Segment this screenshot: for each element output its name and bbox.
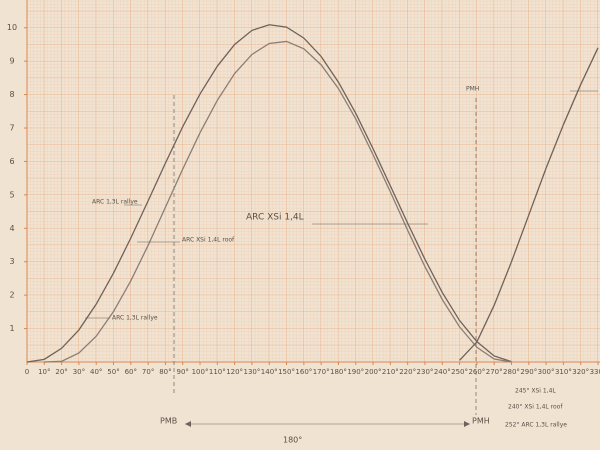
- x-tick-label: 50°: [107, 368, 119, 376]
- x-tick-label: 250°: [451, 368, 468, 376]
- x-tick-label: 120°: [226, 368, 243, 376]
- y-tick-label: 7: [9, 124, 14, 133]
- x-tick-label: 260°: [468, 368, 485, 376]
- annotation: PMB: [160, 417, 177, 426]
- x-tick-label: 0: [25, 368, 29, 376]
- x-tick-label: 300°: [538, 368, 555, 376]
- y-tick-label: 10: [7, 23, 17, 32]
- y-tick-label: 6: [9, 157, 14, 166]
- x-tick-label: 320°: [572, 368, 589, 376]
- annotation: ARC XSi 1,4L: [246, 213, 304, 223]
- y-tick-label: 5: [9, 190, 14, 199]
- annotation: ARC XSi 1,4L roof: [182, 237, 235, 244]
- x-tick-label: 210°: [382, 368, 399, 376]
- x-tick-label: 220°: [399, 368, 416, 376]
- annotation: 245° XSi 1,4L: [515, 388, 556, 395]
- x-tick-label: 150°: [278, 368, 295, 376]
- x-tick-label: 240°: [434, 368, 451, 376]
- y-tick-label: 1: [9, 324, 14, 333]
- x-tick-label: 170°: [313, 368, 330, 376]
- y-tick-label: 2: [9, 291, 14, 300]
- annotation: 252° ARC 1,3L rallye: [505, 422, 567, 429]
- annotation: PMH: [466, 86, 479, 93]
- x-tick-label: 110°: [209, 368, 226, 376]
- x-tick-label: 200°: [365, 368, 382, 376]
- y-tick-label: 8: [9, 90, 14, 99]
- series-line: [26, 24, 512, 363]
- x-tick-label: 80°: [159, 368, 171, 376]
- x-tick-label: 20°: [55, 368, 67, 376]
- x-tick-label: 310°: [555, 368, 572, 376]
- x-tick-label: 330°: [590, 368, 600, 376]
- x-tick-label: 270°: [486, 368, 503, 376]
- annotation: ARC 1,3L rallye: [92, 199, 138, 206]
- series-line: [44, 40, 512, 363]
- coarse-grid: [27, 0, 600, 362]
- x-tick-label: 40°: [90, 368, 102, 376]
- series-line: [459, 47, 599, 361]
- annotation: PMH: [472, 417, 490, 426]
- annotation: 240° XSi 1,4L roof: [508, 404, 563, 411]
- x-tick-label: 180°: [330, 368, 347, 376]
- x-tick-label: 60°: [125, 368, 137, 376]
- x-tick-label: 90°: [177, 368, 189, 376]
- x-tick-label: 280°: [503, 368, 520, 376]
- x-tick-label: 190°: [347, 368, 364, 376]
- x-tick-label: 140°: [261, 368, 278, 376]
- x-tick-label: 100°: [192, 368, 209, 376]
- y-tick-label: 3: [9, 257, 14, 266]
- x-tick-label: 290°: [520, 368, 537, 376]
- x-tick-label: 10°: [38, 368, 50, 376]
- x-tick-label: 70°: [142, 368, 154, 376]
- annotation: ARC 1,3L rallye: [112, 315, 158, 322]
- x-tick-label: 30°: [73, 368, 85, 376]
- annotation: 180°: [283, 436, 302, 445]
- x-tick-label: 230°: [417, 368, 434, 376]
- x-tick-label: 130°: [244, 368, 261, 376]
- y-tick-label: 9: [9, 57, 14, 66]
- x-tick-label: 160°: [295, 368, 312, 376]
- y-tick-label: 4: [9, 224, 14, 233]
